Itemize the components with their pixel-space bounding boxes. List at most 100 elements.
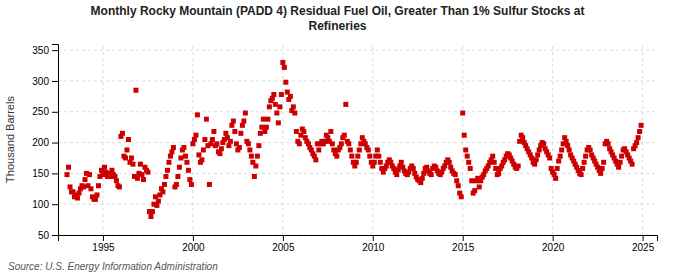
point [553, 176, 558, 181]
point [357, 147, 362, 152]
point [264, 125, 269, 130]
x-tick-mark [103, 235, 104, 241]
point [123, 155, 128, 160]
point [66, 165, 71, 170]
x-tick: 1995 [92, 235, 115, 253]
point [447, 160, 452, 165]
title-line: Refineries [308, 19, 366, 33]
y-tick: 300 [32, 76, 58, 87]
y-tick-label: 100 [32, 199, 49, 210]
x-tick: 2020 [542, 235, 565, 253]
x-tick-label: 2005 [272, 242, 295, 253]
point [231, 119, 236, 124]
point [193, 133, 198, 138]
point [93, 197, 98, 202]
point [267, 104, 272, 109]
point [154, 203, 159, 208]
point [64, 172, 69, 177]
point [334, 154, 339, 159]
point [639, 123, 644, 128]
point [367, 154, 372, 159]
point [207, 182, 212, 187]
point [124, 147, 129, 152]
point [493, 166, 498, 171]
point [466, 160, 471, 165]
point [547, 155, 552, 160]
point [210, 137, 215, 142]
point [192, 137, 197, 142]
point [229, 123, 234, 128]
point [214, 141, 219, 146]
point [265, 117, 270, 122]
point [279, 92, 284, 97]
point [496, 171, 501, 176]
point [532, 162, 537, 167]
point [252, 174, 257, 179]
point [67, 184, 72, 189]
point [558, 154, 563, 159]
y-tick-mark [52, 173, 58, 174]
point [255, 154, 260, 159]
point [219, 146, 224, 151]
point [211, 129, 216, 134]
point [567, 147, 572, 152]
point [328, 129, 333, 134]
point [277, 104, 282, 109]
point [226, 143, 231, 148]
point [378, 160, 383, 165]
point [630, 162, 635, 167]
chart-svg: 1995200020052010201520202025501001502002… [0, 0, 675, 275]
x-tick-label: 2000 [182, 242, 205, 253]
x-tick: 2025 [632, 235, 655, 253]
point [109, 168, 114, 173]
point [516, 163, 521, 168]
point [583, 154, 588, 159]
point [285, 90, 290, 95]
point [616, 165, 621, 170]
point [96, 183, 101, 188]
point [241, 119, 246, 124]
point [462, 133, 467, 138]
point [117, 184, 122, 189]
grid [58, 44, 657, 235]
point [135, 176, 140, 181]
point [148, 214, 153, 219]
point [271, 92, 276, 97]
point [202, 137, 207, 142]
point [456, 183, 461, 188]
point [94, 192, 99, 197]
point [556, 159, 561, 164]
point [490, 154, 495, 159]
y-tick-label: 50 [38, 230, 50, 241]
point [201, 147, 206, 152]
point [579, 172, 584, 177]
point [232, 129, 237, 134]
point [582, 160, 587, 165]
y-tick-mark [52, 81, 58, 82]
y-axis-line [52, 45, 59, 236]
x-tick: 2015 [452, 235, 475, 253]
point [76, 191, 81, 196]
point [190, 141, 195, 146]
point [394, 172, 399, 177]
point [196, 152, 201, 157]
points [64, 60, 643, 219]
point [175, 174, 180, 179]
point [208, 141, 213, 146]
point [276, 120, 281, 125]
point [453, 172, 458, 177]
point [217, 151, 222, 156]
point [472, 188, 477, 193]
point [75, 196, 80, 201]
point [301, 129, 306, 134]
point [288, 94, 293, 99]
point [165, 168, 170, 173]
point [588, 147, 593, 152]
point [139, 172, 144, 177]
y-tick: 250 [32, 106, 58, 117]
point [366, 147, 371, 152]
point [535, 152, 540, 157]
x-grid-line [372, 44, 373, 235]
point [129, 155, 134, 160]
x-axis: 1995200020052010201520202025 [59, 235, 658, 253]
